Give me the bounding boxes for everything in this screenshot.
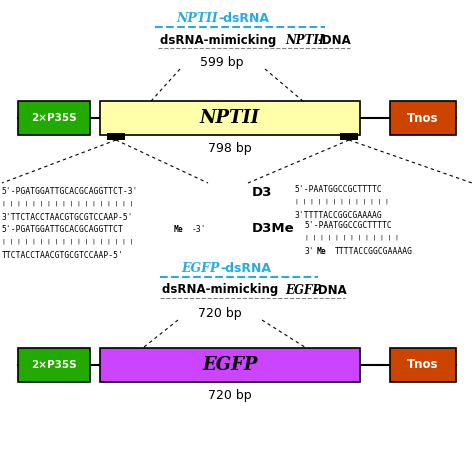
Bar <box>340 133 358 140</box>
Bar <box>107 133 125 140</box>
Text: 3'TTCTACCTAACGTGCGTCCAAP-5': 3'TTCTACCTAACGTGCGTCCAAP-5' <box>2 213 134 222</box>
Text: -dsRNA: -dsRNA <box>218 11 269 25</box>
Bar <box>100 101 360 135</box>
Text: 798 bp: 798 bp <box>208 142 252 155</box>
Text: 5'-PAATGGCCGCTTTTC: 5'-PAATGGCCGCTTTTC <box>295 185 383 194</box>
Text: Tnos: Tnos <box>407 111 439 125</box>
Text: EGFP: EGFP <box>285 283 321 297</box>
Bar <box>390 101 456 135</box>
Text: D3: D3 <box>252 185 273 199</box>
Text: EGFP: EGFP <box>202 356 258 374</box>
Bar <box>100 348 360 382</box>
Text: 3': 3' <box>305 247 315 256</box>
Text: Me: Me <box>174 225 184 234</box>
Text: | | | | | | | | | | | | | | | | | |: | | | | | | | | | | | | | | | | | | <box>2 238 133 244</box>
Text: Me: Me <box>317 247 327 256</box>
Text: -dsRNA: -dsRNA <box>220 262 271 274</box>
Bar <box>390 348 456 382</box>
Text: 2×P35S: 2×P35S <box>31 360 77 370</box>
Text: TTCTACCTAACGTGCGTCCAAP-5': TTCTACCTAACGTGCGTCCAAP-5' <box>2 251 124 260</box>
Text: 720 bp: 720 bp <box>208 389 252 401</box>
Text: D3Me: D3Me <box>252 221 295 235</box>
Text: 3'TTTTACCGGCGAAAAG: 3'TTTTACCGGCGAAAAG <box>295 211 383 220</box>
Text: -DNA: -DNA <box>313 283 347 297</box>
Text: dsRNA-mimicking: dsRNA-mimicking <box>162 283 283 297</box>
Text: | | | | | | | | | | | | |: | | | | | | | | | | | | | <box>305 234 399 239</box>
Text: dsRNA-mimicking: dsRNA-mimicking <box>160 34 281 46</box>
Text: -DNA: -DNA <box>317 34 351 46</box>
Text: NPTII: NPTII <box>176 11 218 25</box>
Text: EGFP: EGFP <box>182 262 220 274</box>
Text: 2×P35S: 2×P35S <box>31 113 77 123</box>
Text: Tnos: Tnos <box>407 358 439 372</box>
Text: NPTII: NPTII <box>285 34 324 46</box>
Bar <box>18 348 90 382</box>
Text: 5'-PGATGGATTGCACGCAGGTTCT: 5'-PGATGGATTGCACGCAGGTTCT <box>2 225 124 234</box>
Text: -3': -3' <box>192 225 207 234</box>
Text: 720 bp: 720 bp <box>198 307 242 319</box>
Text: 599 bp: 599 bp <box>200 55 244 69</box>
Text: NPTII: NPTII <box>200 109 260 127</box>
Text: 5'-PGATGGATTGCACGCAGGTTCT-3': 5'-PGATGGATTGCACGCAGGTTCT-3' <box>2 187 138 196</box>
Bar <box>18 101 90 135</box>
Text: TTTTACCGGCGAAAAG: TTTTACCGGCGAAAAG <box>335 247 413 256</box>
Text: | | | | | | | | | | | | | | | | | |: | | | | | | | | | | | | | | | | | | <box>2 200 133 206</box>
Text: | | | | | | | | | | | | |: | | | | | | | | | | | | | <box>295 198 389 203</box>
Text: 5'-PAATGGCCGCTTTTC: 5'-PAATGGCCGCTTTTC <box>305 221 393 230</box>
